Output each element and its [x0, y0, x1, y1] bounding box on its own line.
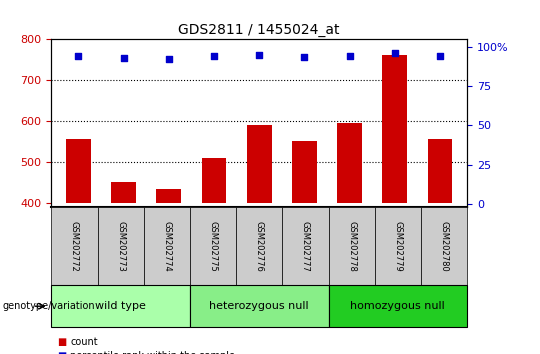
Text: wild type: wild type [95, 301, 146, 311]
Text: heterozygous null: heterozygous null [210, 301, 309, 311]
Text: homozygous null: homozygous null [350, 301, 445, 311]
Bar [111, 182, 136, 203]
Point [345, 53, 354, 59]
Text: ■: ■ [57, 351, 66, 354]
Point [436, 53, 444, 59]
Bar [337, 123, 362, 203]
Point [255, 53, 264, 58]
Text: GSM202778: GSM202778 [347, 221, 356, 272]
Point [390, 50, 399, 56]
Bar [382, 55, 407, 203]
Point [165, 56, 173, 62]
Text: percentile rank within the sample: percentile rank within the sample [70, 351, 235, 354]
Text: GSM202774: GSM202774 [163, 221, 171, 272]
Bar [66, 139, 91, 203]
Point [74, 53, 83, 59]
Text: GSM202773: GSM202773 [116, 221, 125, 272]
Point [300, 54, 309, 60]
Bar [157, 189, 181, 203]
Bar [201, 158, 226, 203]
Bar [428, 139, 453, 203]
Bar [247, 125, 272, 203]
Text: GSM202779: GSM202779 [393, 221, 402, 272]
Text: ■: ■ [57, 337, 66, 347]
Text: GSM202775: GSM202775 [208, 221, 218, 272]
Point [119, 55, 128, 61]
Text: count: count [70, 337, 98, 347]
Text: GSM202777: GSM202777 [301, 221, 310, 272]
Bar [292, 142, 317, 203]
Text: GSM202780: GSM202780 [440, 221, 449, 272]
Text: GSM202776: GSM202776 [255, 221, 264, 272]
Point [210, 53, 218, 59]
Text: genotype/variation: genotype/variation [3, 301, 96, 311]
Text: GSM202772: GSM202772 [70, 221, 79, 272]
Title: GDS2811 / 1455024_at: GDS2811 / 1455024_at [178, 23, 340, 36]
